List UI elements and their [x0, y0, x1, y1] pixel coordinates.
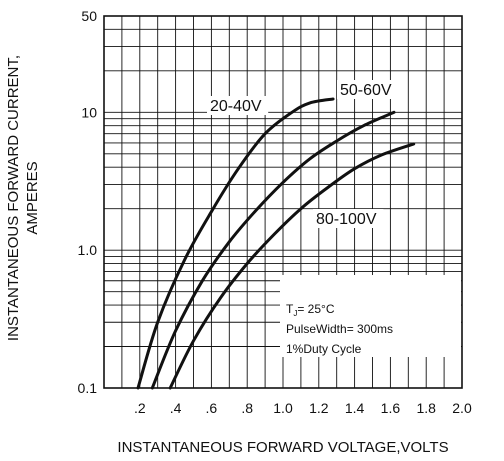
y-axis-label-line2: AMPERES — [24, 161, 41, 234]
y-tick-label: 0.1 — [78, 380, 98, 396]
series-label-background — [313, 209, 384, 228]
series-label-background — [207, 96, 269, 115]
plot-frame — [103, 15, 463, 389]
series-label-background — [337, 80, 399, 99]
series-label-20-40v: 20-40V — [210, 98, 262, 115]
x-tick-label: 1.4 — [345, 400, 365, 416]
x-tick-label: .2 — [134, 400, 146, 416]
condition-duty-cycle: 1%Duty Cycle — [286, 342, 362, 356]
series-label-50-60v: 50-60V — [340, 82, 392, 99]
series-label-80-100v: 80-100V — [316, 211, 377, 228]
x-tick-label: 1.8 — [416, 400, 436, 416]
condition-pulse-width: PulseWidth= 300ms — [286, 322, 393, 336]
y-tick-label: 10 — [81, 104, 97, 120]
curve-20-40v — [136, 97, 335, 390]
x-tick-label: .4 — [170, 400, 182, 416]
x-tick-label: 1.6 — [381, 400, 401, 416]
x-tick-label: 1.2 — [309, 400, 329, 416]
x-tick-label: .6 — [206, 400, 218, 416]
y-tick-labels: 0.1 1.0 10 50 — [78, 8, 98, 396]
curve-50-60v — [150, 110, 396, 390]
x-tick-label: 1.0 — [273, 400, 293, 416]
curves — [136, 97, 416, 390]
x-axis-label: INSTANTANEOUS FORWARD VOLTAGE,VOLTS — [117, 439, 448, 456]
x-tick-labels: .2 .4 .6 .8 1.0 1.2 1.4 1.6 1.8 2.0 — [134, 400, 472, 416]
y-axis-label-line1: INSTANTANEOUS FORWARD CURRENT, — [5, 55, 22, 341]
condition-temperature: TJ= 25°C — [286, 302, 335, 318]
x-tick-label: .8 — [241, 400, 253, 416]
curve-80-100v — [168, 142, 416, 390]
y-tick-label: 50 — [81, 8, 97, 24]
y-tick-label: 1.0 — [78, 242, 98, 258]
test-conditions-box: TJ= 25°C PulseWidth= 300ms 1%Duty Cycle — [280, 275, 461, 357]
x-tick-label: 2.0 — [452, 400, 472, 416]
